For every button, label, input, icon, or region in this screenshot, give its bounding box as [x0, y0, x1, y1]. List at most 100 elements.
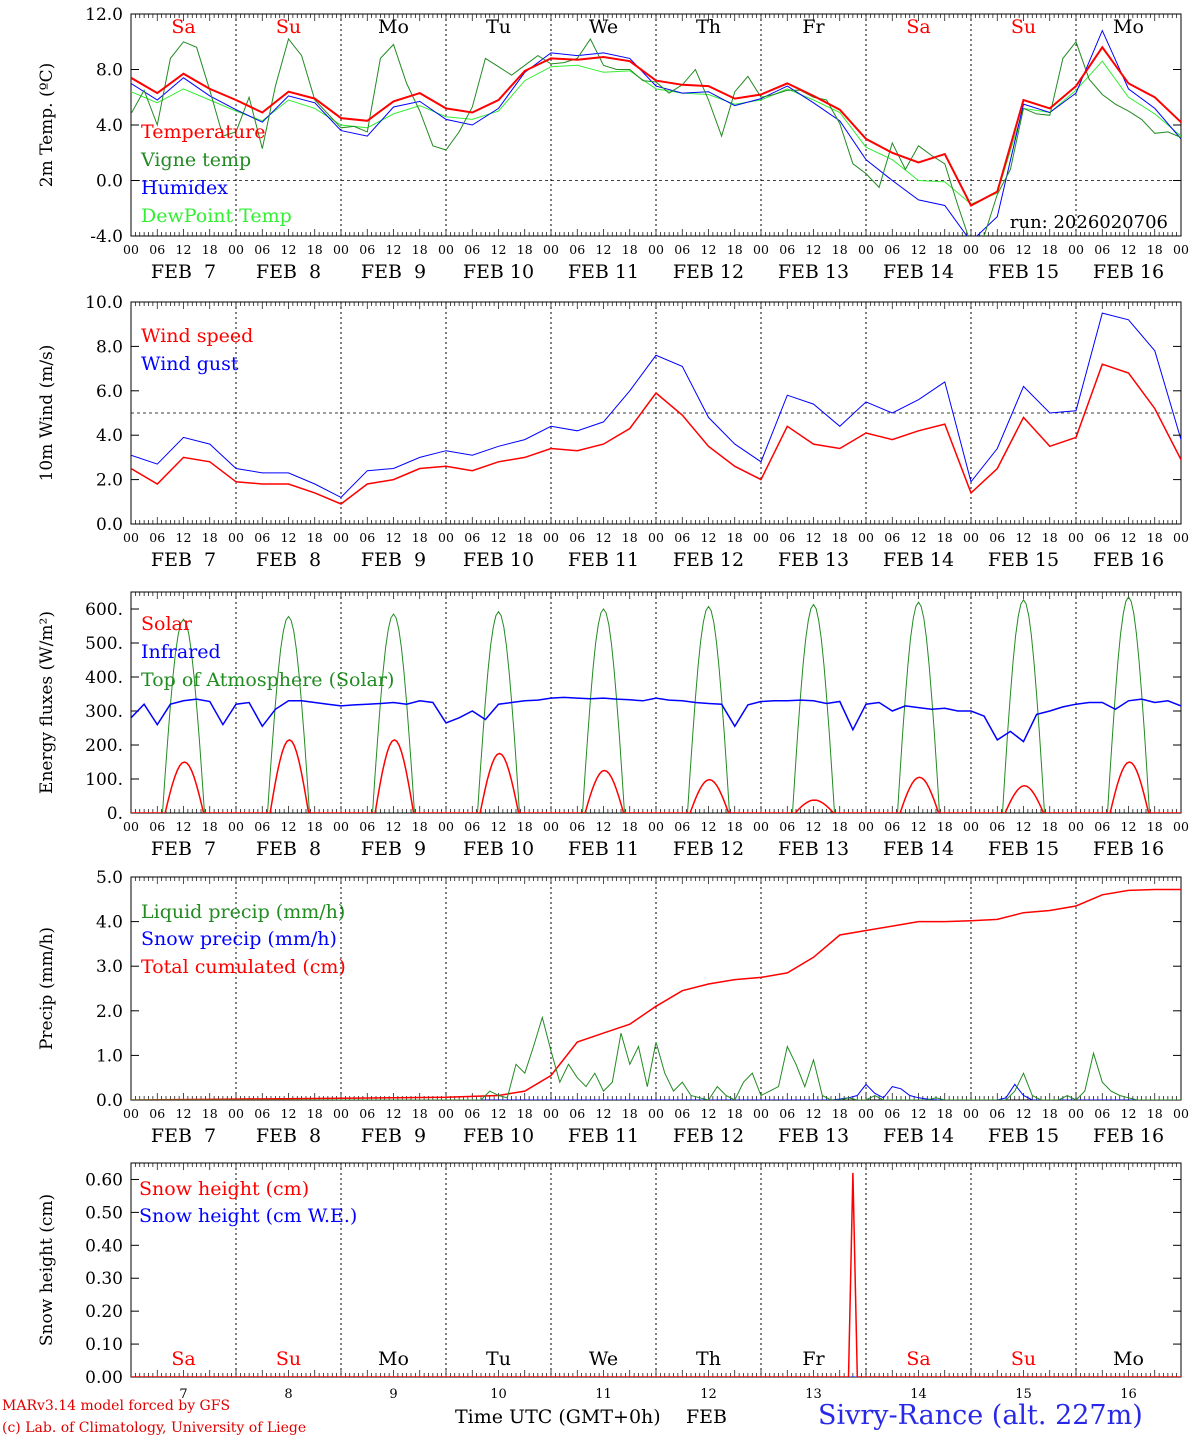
y-axis-label: 2m Temp. (ºC) — [37, 63, 57, 188]
hour-label: 06 — [464, 1106, 480, 1121]
hour-label: 06 — [989, 819, 1005, 834]
weekday-label: Sa — [906, 1348, 930, 1370]
hour-label: 06 — [779, 530, 795, 545]
day-label: FEB 16 — [1093, 549, 1164, 571]
chart-wind: 0.0 2.0 4.0 6.0 8.0 10.0 10m Wind (m/s) 00 06 12 1… — [37, 293, 1189, 571]
day-label: FEB 9 — [361, 838, 426, 860]
run-label: run: 2026020706 — [1010, 212, 1168, 233]
hour-label: 18 — [307, 819, 323, 834]
weekday-label: Su — [1011, 1348, 1036, 1370]
day-number-label: 13 — [805, 1387, 822, 1402]
day-label: FEB 12 — [673, 549, 744, 571]
hour-label: 00 — [228, 819, 244, 834]
day-label: FEB 11 — [568, 1125, 639, 1147]
hour-label: 12 — [1016, 530, 1032, 545]
weekday-label: We — [589, 16, 618, 38]
hour-label: 00 — [858, 530, 874, 545]
hour-label: 00 — [228, 242, 244, 257]
hour-label: 12 — [1121, 242, 1137, 257]
day-number-label: 16 — [1120, 1387, 1137, 1402]
y-tick-label: 2.0 — [96, 1002, 123, 1022]
day-label: FEB 8 — [256, 1125, 321, 1147]
weekday-label: Su — [276, 16, 301, 38]
hour-label: 18 — [307, 1106, 323, 1121]
hour-label: 00 — [543, 819, 559, 834]
hour-label: 06 — [149, 819, 165, 834]
y-tick-label: 0.30 — [85, 1269, 123, 1289]
day-number-label: 12 — [700, 1387, 717, 1402]
hour-label: 12 — [281, 530, 297, 545]
hour-label: 12 — [281, 819, 297, 834]
day-label: FEB 15 — [988, 1125, 1059, 1147]
day-label: FEB 7 — [151, 549, 216, 571]
hour-label: 00 — [753, 242, 769, 257]
hour-label: 00 — [123, 1106, 139, 1121]
day-label: FEB 10 — [463, 1125, 534, 1147]
day-number-label: 15 — [1015, 1387, 1032, 1402]
y-tick-label: 5.0 — [96, 868, 123, 888]
day-label: FEB 8 — [256, 549, 321, 571]
series-total-cumulated-cm — [131, 888, 1181, 1100]
day-label: FEB 11 — [568, 261, 639, 283]
weekday-label: Sa — [171, 1348, 195, 1370]
hour-label: 18 — [1147, 1106, 1163, 1121]
hour-label: 18 — [727, 819, 743, 834]
series-wind-speed — [131, 363, 1181, 505]
chart-energy: 0. 100. 200. 300. 400. 500. 600. Energy fluxes … — [37, 591, 1189, 860]
hour-label: 18 — [412, 819, 428, 834]
hour-label: 12 — [386, 1106, 402, 1121]
hour-label: 12 — [281, 1106, 297, 1121]
series-solar — [131, 739, 1181, 813]
hour-label: 12 — [1121, 819, 1137, 834]
hour-label: 00 — [1173, 1106, 1189, 1121]
hour-label: 12 — [386, 819, 402, 834]
series-dewpoint-temp — [131, 60, 1181, 205]
hour-label: 12 — [491, 1106, 507, 1121]
hour-label: 18 — [1042, 1106, 1058, 1121]
y-tick-label: 6.0 — [96, 382, 123, 402]
hour-label: 18 — [832, 1106, 848, 1121]
hour-label: 18 — [307, 530, 323, 545]
hour-label: 18 — [832, 819, 848, 834]
hour-label: 00 — [123, 819, 139, 834]
hour-label: 06 — [884, 1106, 900, 1121]
hour-label: 12 — [701, 819, 717, 834]
chart-precip: 0.0 1.0 2.0 3.0 4.0 5.0 Precip (mm/h) 00 06 12 18 0… — [37, 868, 1189, 1147]
hour-label: 18 — [1042, 819, 1058, 834]
station-name: Sivry-Rance (alt. 227m) — [818, 1400, 1143, 1431]
hour-label: 06 — [779, 242, 795, 257]
y-tick-label: 0.0 — [96, 1091, 123, 1111]
hour-label: 00 — [1068, 819, 1084, 834]
weekday-label: Sa — [171, 16, 195, 38]
legend-entry: Solar — [141, 613, 193, 635]
hour-label: 00 — [438, 819, 454, 834]
y-tick-label: 4.0 — [96, 426, 123, 446]
series-liquid-precip-mm-h — [131, 1015, 1181, 1100]
y-tick-label: 0.50 — [85, 1203, 123, 1223]
hour-label: 06 — [254, 819, 270, 834]
hour-label: 18 — [1147, 530, 1163, 545]
day-number-label: 11 — [595, 1387, 612, 1402]
hour-label: 00 — [1173, 530, 1189, 545]
hour-label: 00 — [438, 242, 454, 257]
hour-label: 06 — [1094, 530, 1110, 545]
hour-label: 00 — [228, 530, 244, 545]
hour-label: 18 — [622, 819, 638, 834]
weekday-label: Mo — [378, 1348, 409, 1370]
weekday-label: Fr — [802, 1348, 825, 1370]
hour-label: 12 — [1016, 1106, 1032, 1121]
hour-label: 06 — [149, 530, 165, 545]
hour-label: 00 — [543, 530, 559, 545]
y-tick-label: 300. — [85, 702, 123, 722]
legend-entry: Snow height (cm) — [139, 1178, 309, 1200]
hour-label: 18 — [832, 530, 848, 545]
y-tick-label: 3.0 — [96, 957, 123, 977]
legend-entry: Humidex — [141, 177, 228, 199]
hour-label: 18 — [1147, 819, 1163, 834]
hour-label: 00 — [333, 242, 349, 257]
weekday-label: Fr — [802, 16, 825, 38]
hour-label: 12 — [386, 242, 402, 257]
hour-label: 12 — [386, 530, 402, 545]
hour-label: 06 — [884, 242, 900, 257]
